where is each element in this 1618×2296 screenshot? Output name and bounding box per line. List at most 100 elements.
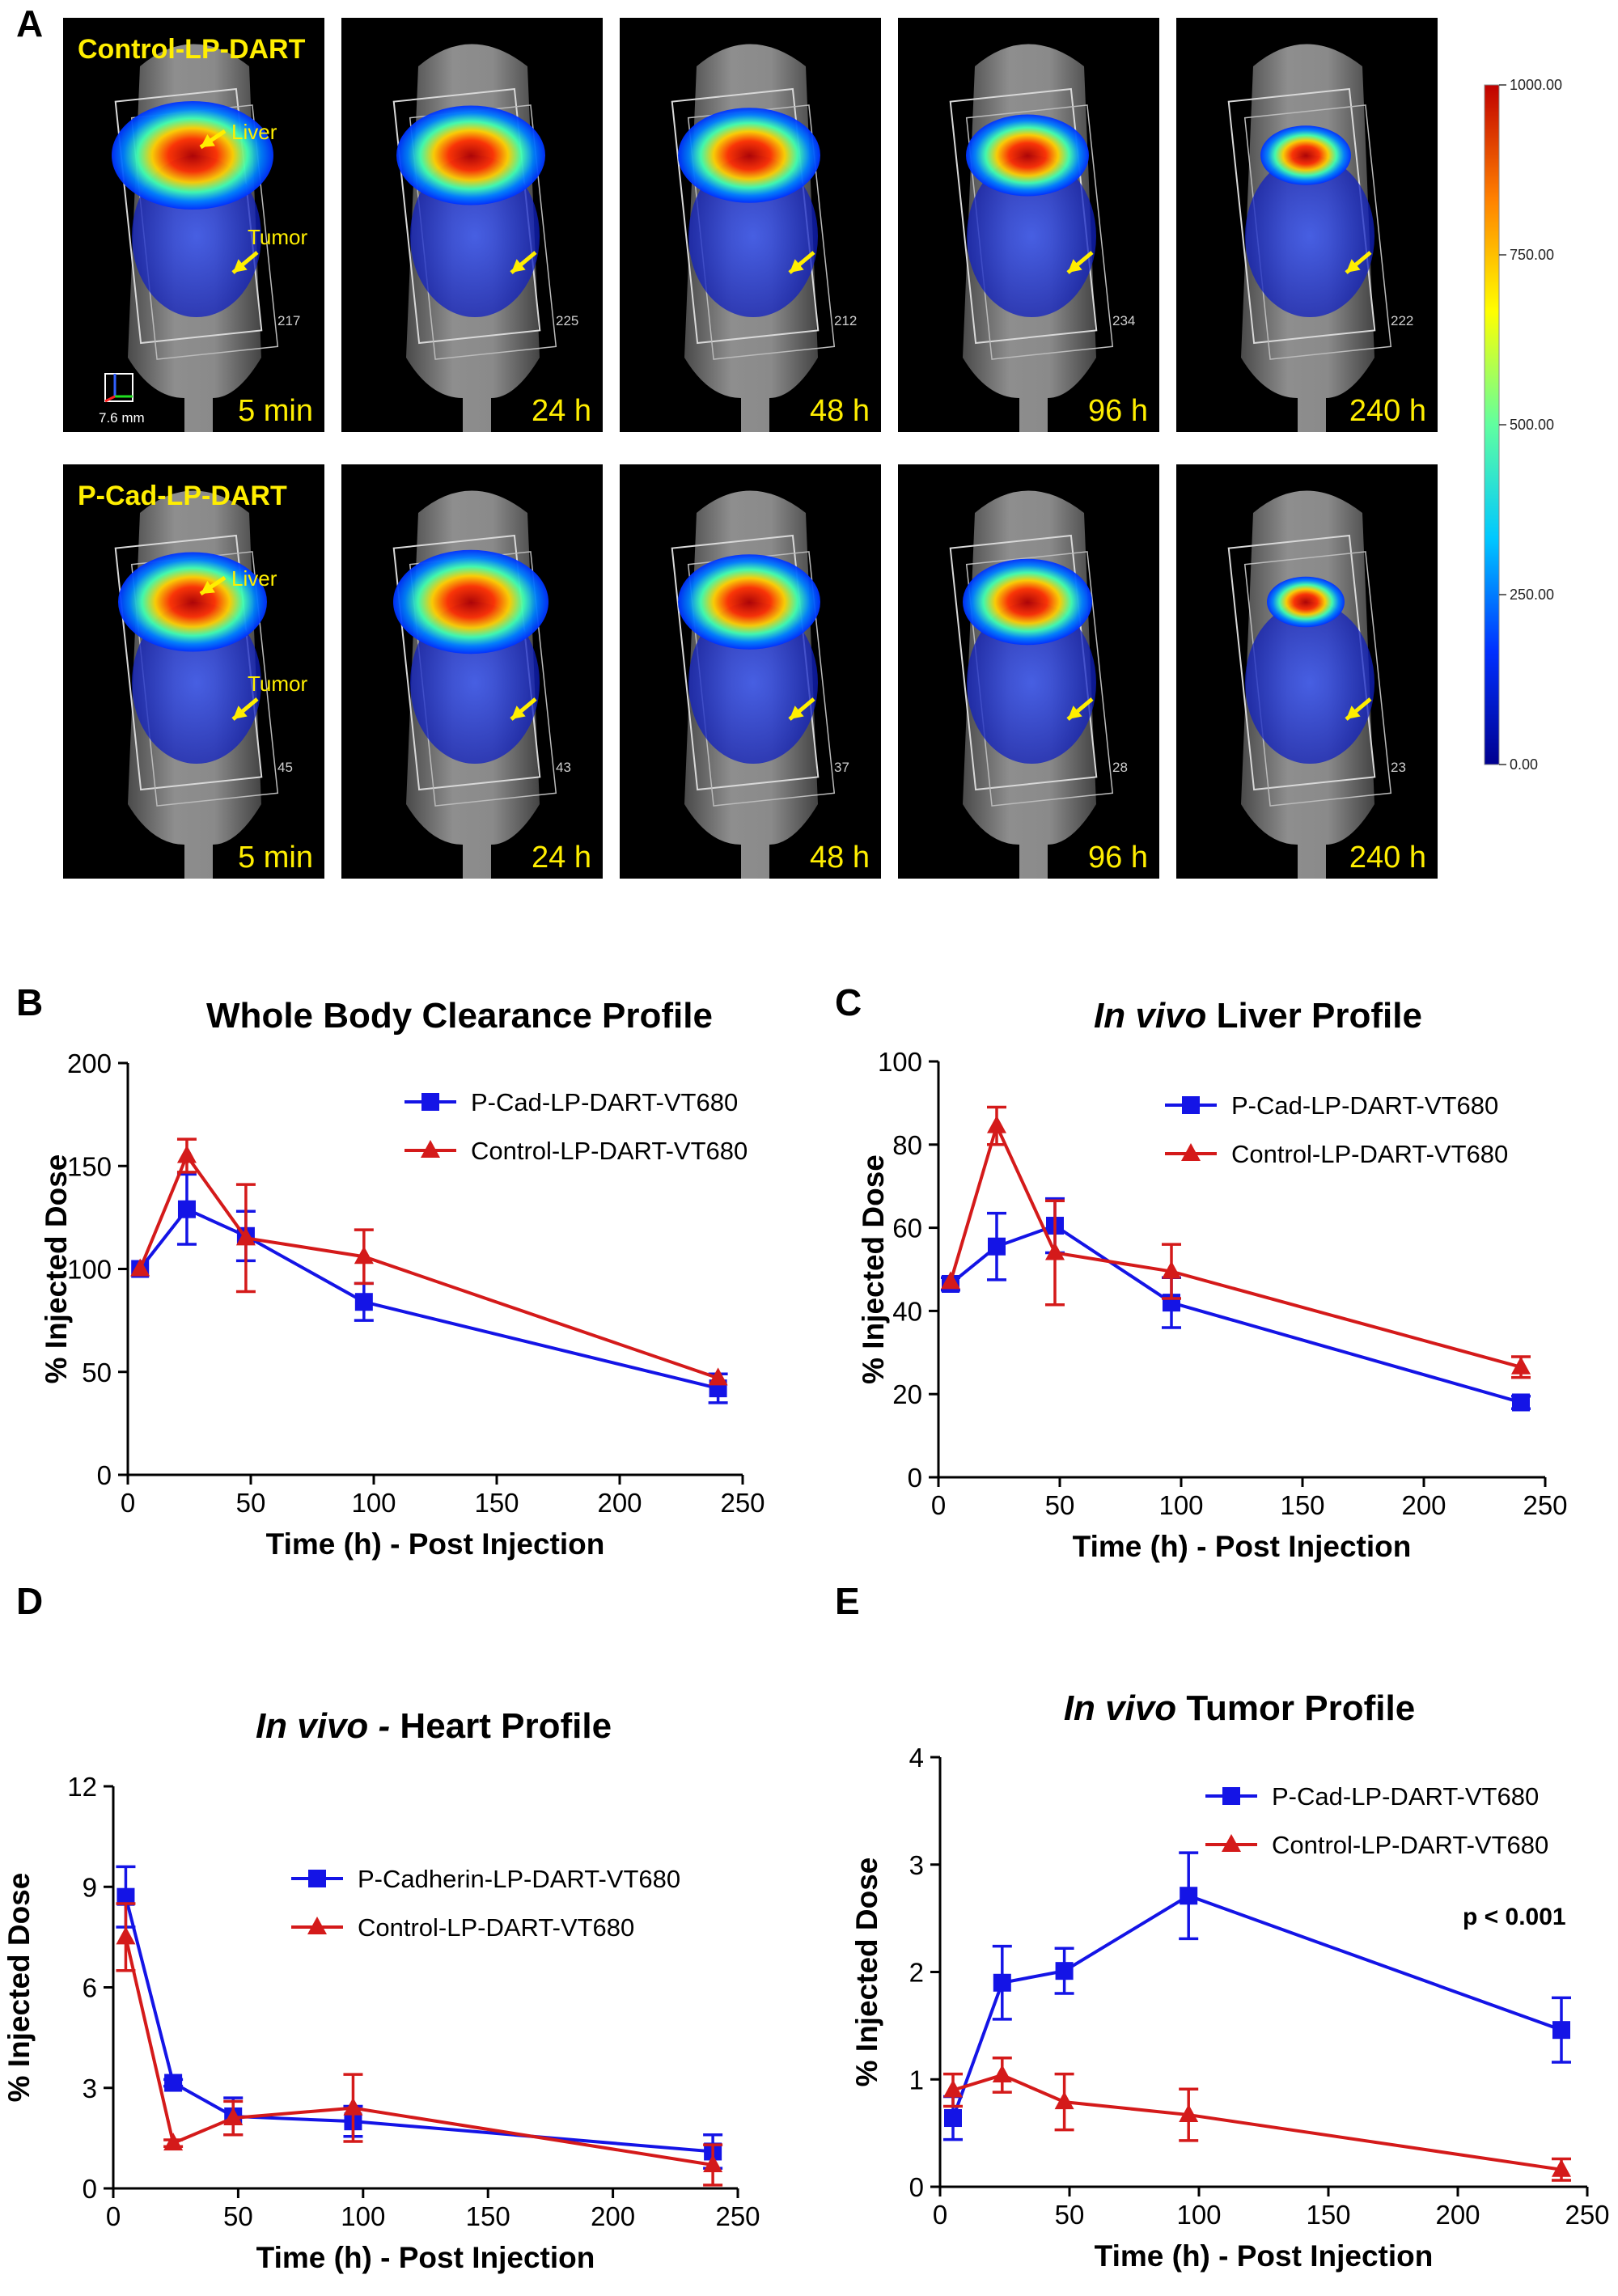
y-tick-label: 0 <box>909 2172 924 2202</box>
x-tick-label: 0 <box>106 2201 121 2231</box>
chart-title: In vivo - Heart Profile <box>256 1706 612 1746</box>
image-frame-pcad-0: 45 5 min P-Cad-LP-DART Liver Tumor <box>63 464 324 879</box>
time-label: 48 h <box>810 841 870 875</box>
image-frame-pcad-2: 37 48 h <box>620 464 881 879</box>
liver-arrow-head <box>201 581 215 594</box>
frame-id-number: 45 <box>277 760 293 775</box>
image-frame-pcad-1: 43 24 h <box>341 464 603 879</box>
colorbar-tick-label: 0.00 <box>1510 756 1538 773</box>
tumor-arrow-head <box>790 259 804 273</box>
series-line <box>949 1223 1522 1404</box>
data-point <box>354 1246 374 1264</box>
legend-label: P-Cad-LP-DART-VT680 <box>1231 1091 1498 1120</box>
diffuse-signal <box>967 155 1096 317</box>
time-label: 240 h <box>1349 394 1426 428</box>
data-point <box>116 1887 135 1906</box>
time-label: 96 h <box>1088 394 1148 428</box>
legend-marker <box>421 1140 440 1158</box>
legend-marker <box>1182 1096 1200 1114</box>
data-point <box>987 1115 1006 1133</box>
data-point <box>703 2154 723 2173</box>
tumor-arrow-head <box>511 259 526 273</box>
chart-tumor: In vivo Tumor Profile 0 50 100 150 200 250 0 1 2 3… <box>850 1688 1610 2273</box>
colorbar <box>1484 84 1500 765</box>
series-0 <box>131 1172 728 1404</box>
y-tick-label: 1 <box>909 2065 924 2095</box>
x-tick-label: 50 <box>223 2201 253 2231</box>
series-0 <box>943 1851 1571 2141</box>
frame-id-number: 225 <box>556 313 578 328</box>
frame-id-number: 43 <box>556 760 571 775</box>
chart-title-part: Liver Profile <box>1206 996 1422 1036</box>
series-0 <box>941 1197 1531 1412</box>
data-point <box>1552 2158 1571 2177</box>
legend-label: P-Cadherin-LP-DART-VT680 <box>358 1865 680 1893</box>
series-1 <box>116 1902 723 2187</box>
legend-label: Control-LP-DART-VT680 <box>471 1137 748 1165</box>
x-tick-label: 0 <box>933 2200 947 2230</box>
liver-signal <box>678 554 820 650</box>
frame-id-number: 28 <box>1112 760 1128 775</box>
frame-id-number: 212 <box>834 313 857 328</box>
chart-title: In vivo Tumor Profile <box>1064 1688 1415 1728</box>
data-point <box>1179 2104 1199 2123</box>
x-tick-label: 200 <box>1401 1490 1446 1520</box>
time-label: 240 h <box>1349 841 1426 875</box>
data-point <box>1054 2091 1074 2110</box>
liver-signal <box>678 108 820 203</box>
liver-signal <box>966 114 1089 197</box>
legend-marker <box>308 1870 326 1887</box>
chart-title-part: Tumor Profile <box>1176 1688 1415 1728</box>
image-frame-control-0: 217 5 min Control-LP-DART Liver Tumor <box>63 18 324 432</box>
panel-letter-c: C <box>835 981 862 1023</box>
y-tick-label: 0 <box>908 1463 922 1493</box>
y-tick-label: 0 <box>83 2174 97 2204</box>
frame-id-number: 217 <box>277 313 300 328</box>
y-axis-label: % Injected Dose <box>2 1873 36 2103</box>
chart-heart: In vivo - Heart Profile 0 50 100 150 200 250 0 3… <box>2 1706 760 2274</box>
tumor-label: Tumor <box>248 225 307 249</box>
x-tick-label: 250 <box>1565 2200 1609 2230</box>
colorbar-tick-label: 500.00 <box>1510 417 1554 433</box>
panel-letter-a: A <box>16 2 44 44</box>
x-tick-label: 150 <box>466 2201 510 2231</box>
image-frame-control-2: 212 48 h <box>620 18 881 432</box>
panel-letter-d: D <box>16 1580 44 1622</box>
axis-x <box>104 395 116 403</box>
data-point <box>223 2107 244 2126</box>
liver-signal <box>396 105 545 205</box>
data-point <box>1162 1260 1181 1279</box>
legend-marker <box>1222 1834 1241 1852</box>
data-point <box>944 2109 962 2128</box>
tumor-arrow-head <box>511 705 526 719</box>
data-point <box>1180 1887 1198 1905</box>
image-frame-control-3: 234 96 h <box>898 18 1159 432</box>
liver-signal <box>393 549 549 654</box>
y-tick-label: 3 <box>83 2074 97 2103</box>
x-tick-label: 150 <box>1280 1490 1324 1520</box>
imaging-figure: 217 5 min Control-LP-DART Liver Tumor 225 24 h… <box>63 18 1562 879</box>
x-axis-label: Time (h) - Post Injection <box>1073 1530 1412 1563</box>
frame-id-number: 234 <box>1112 313 1135 328</box>
y-tick-label: 40 <box>892 1296 922 1326</box>
x-tick-label: 200 <box>597 1488 642 1518</box>
diffuse-signal <box>967 602 1096 764</box>
image-frame-pcad-4: 23 240 h <box>1176 464 1438 879</box>
y-tick-label: 100 <box>67 1255 112 1285</box>
legend-label: P-Cad-LP-DART-VT680 <box>1272 1782 1539 1811</box>
legend-label: Control-LP-DART-VT680 <box>358 1913 634 1942</box>
frame-id-number: 37 <box>834 760 849 775</box>
row-title: Control-LP-DART <box>78 34 306 65</box>
chart-title-part: In vivo <box>1064 1688 1176 1728</box>
image-frame-control-1: 225 24 h <box>341 18 603 432</box>
x-axis-label: Time (h) - Post Injection <box>256 2241 595 2274</box>
series-0 <box>116 1865 723 2170</box>
series-1 <box>943 2056 1571 2182</box>
time-label: 24 h <box>532 394 591 428</box>
series-line <box>138 1207 719 1391</box>
y-tick-label: 80 <box>892 1130 922 1160</box>
legend-marker <box>1222 1787 1240 1805</box>
legend-label: Control-LP-DART-VT680 <box>1272 1831 1548 1859</box>
tumor-arrow-head <box>1068 705 1082 719</box>
data-point <box>941 1271 960 1290</box>
